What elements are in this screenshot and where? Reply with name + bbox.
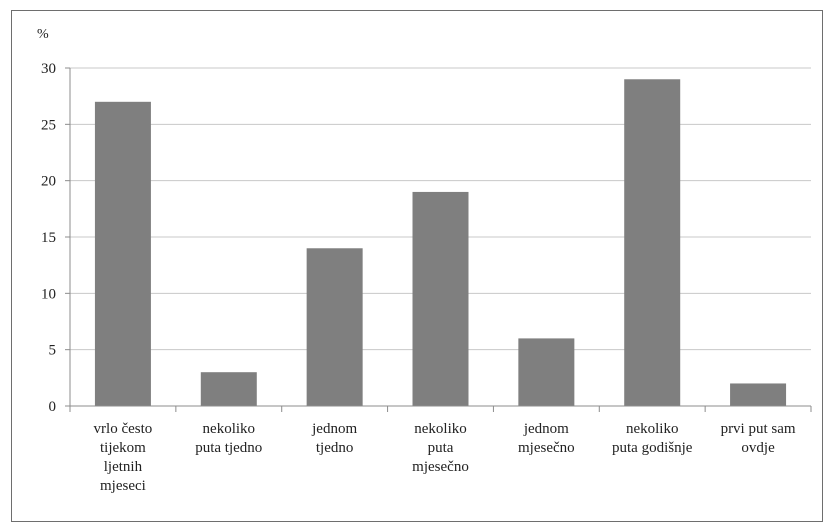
y-tick-label-5: 5	[49, 343, 57, 359]
x-category-label-4: nekoliko puta mjesečno	[412, 421, 469, 475]
x-category-label-1: vrlo često tijekom ljetnih mjeseci	[94, 421, 153, 494]
bar-7	[730, 383, 787, 406]
x-category-label-7: prvi put sam ovdje	[721, 421, 796, 456]
x-category-label-2: nekoliko puta tjedno	[195, 421, 262, 456]
x-category-label-5: jednom mjesečno	[518, 421, 575, 456]
y-tick-label-20: 20	[41, 174, 56, 190]
y-tick-label-0: 0	[49, 399, 57, 415]
label-layer: 0 5 10 15 20 25 30 vrlo često tijekom ljetnih mjes…	[41, 61, 796, 494]
bar-1	[94, 101, 151, 407]
x-category-label-3: jednom tjedno	[311, 421, 357, 456]
grid-layer	[70, 67, 811, 351]
bar-4	[412, 191, 469, 406]
bar-3	[306, 248, 363, 406]
y-axis-unit-label: %	[37, 27, 49, 42]
bar-6	[624, 79, 681, 407]
y-tick-label-30: 30	[41, 61, 56, 77]
bar-5	[518, 338, 575, 406]
x-category-label-6: nekoliko puta godišnje	[612, 421, 693, 456]
y-tick-label-25: 25	[41, 117, 56, 133]
bar-2	[200, 372, 257, 406]
bar-layer	[94, 79, 787, 407]
y-tick-label-10: 10	[41, 286, 56, 302]
y-tick-label-15: 15	[41, 230, 56, 246]
axis-layer	[65, 67, 812, 412]
